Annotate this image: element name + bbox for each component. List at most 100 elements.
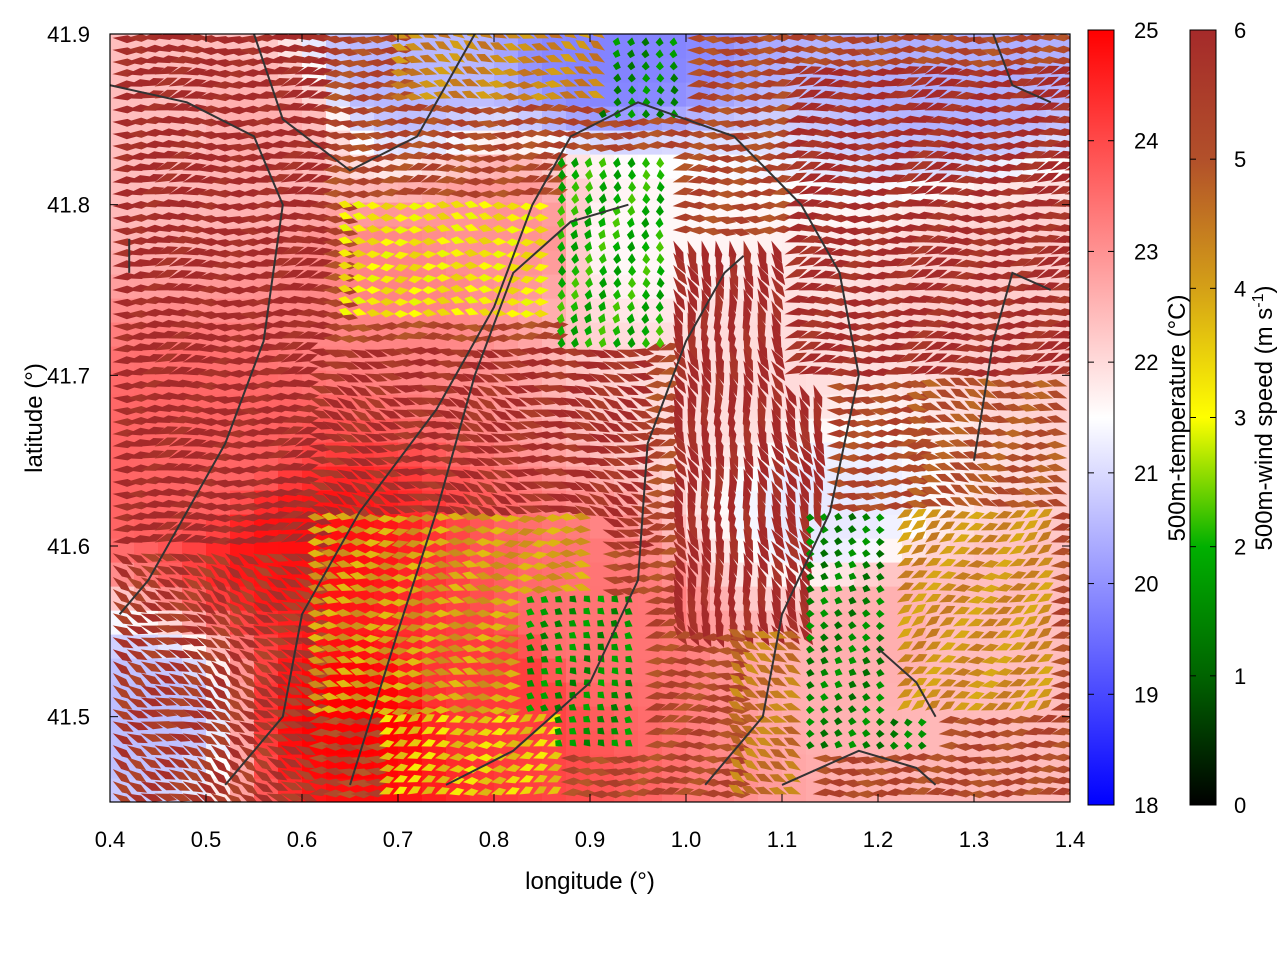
wind-arrow: [308, 258, 333, 267]
wind-arrow: [335, 621, 354, 630]
wind-arrow: [407, 738, 422, 747]
wind-arrow: [154, 161, 178, 171]
wind-arrow: [307, 538, 326, 546]
wind-arrow: [266, 781, 289, 791]
wind-arrow: [380, 263, 395, 272]
wind-arrow: [280, 426, 305, 435]
wind-arrow: [421, 726, 436, 735]
wind-arrow: [611, 595, 619, 603]
wind-arrow: [294, 733, 317, 742]
wind-arrow: [294, 162, 319, 171]
wind-arrow: [140, 257, 165, 267]
wind-arrow: [266, 697, 289, 707]
wind-arrow: [338, 273, 353, 282]
wind-arrow: [252, 697, 274, 708]
wind-arrow: [405, 635, 424, 644]
wind-arrow: [377, 646, 396, 655]
wind-arrow: [349, 693, 368, 701]
wind-arrow: [406, 174, 428, 183]
wind-arrow: [196, 565, 216, 579]
wind-arrow: [196, 781, 217, 795]
wind-arrow: [294, 637, 318, 646]
wind-arrow: [364, 481, 387, 493]
wind-arrow: [182, 438, 207, 447]
wind-arrow: [392, 493, 416, 502]
wind-arrow: [378, 752, 395, 761]
wind-arrow: [611, 655, 619, 663]
wind-arrow: [391, 528, 410, 536]
wind-arrow: [168, 437, 192, 447]
wind-arrow: [350, 385, 373, 397]
wind-arrow: [336, 583, 354, 592]
wind-arrow: [266, 769, 288, 781]
wind-arrow: [377, 514, 396, 523]
wind-arrow: [154, 150, 179, 159]
wind-arrow: [321, 633, 340, 642]
wind-arrow: [266, 437, 291, 447]
wind-arrow: [336, 421, 359, 433]
wind-arrow: [294, 757, 316, 769]
wind-arrow: [322, 385, 345, 396]
wind-arrow: [140, 649, 163, 659]
wind-arrow: [349, 644, 368, 653]
wind-arrow: [210, 553, 231, 567]
wind-arrow: [168, 366, 193, 375]
wind-arrow: [112, 781, 132, 795]
wind-arrow: [394, 214, 409, 222]
wind-arrow: [112, 625, 134, 636]
wind-arrow: [338, 236, 353, 245]
wind-arrow: [378, 481, 402, 491]
wind-arrow: [350, 349, 374, 359]
wind-arrow: [168, 745, 191, 756]
wind-arrow: [140, 625, 164, 634]
wind-arrow: [364, 361, 388, 370]
wind-arrow: [349, 633, 368, 642]
wind-arrow: [378, 493, 401, 503]
wind-arrow: [154, 577, 176, 588]
wind-arrow: [280, 781, 303, 791]
wind-arrow: [224, 721, 246, 734]
wind-arrow: [363, 597, 382, 606]
wind-arrow: [280, 533, 304, 543]
wind-arrow: [182, 523, 207, 531]
wind-arrow: [154, 77, 178, 87]
wind-arrow: [569, 679, 577, 687]
wind-arrow: [126, 577, 147, 591]
wind-arrow: [366, 274, 381, 283]
wind-arrow: [377, 539, 396, 548]
wind-arrow: [182, 673, 203, 687]
wind-arrow: [182, 721, 205, 731]
wind-arrow: [393, 775, 408, 783]
wind-arrow: [168, 589, 190, 601]
wind-arrow: [280, 613, 304, 622]
wind-arrow: [168, 637, 192, 646]
wind-arrow: [322, 667, 340, 675]
wind-arrow: [408, 225, 423, 234]
wind-arrow: [140, 697, 163, 707]
wind-arrow: [182, 781, 204, 793]
wind-arrow: [280, 521, 304, 531]
wind-arrow: [196, 553, 218, 565]
wind-arrow: [352, 296, 367, 305]
heatmap-cell: [902, 706, 927, 731]
wind-arrow: [140, 721, 164, 730]
wind-arrow: [363, 668, 382, 677]
wind-arrow: [266, 613, 289, 622]
wind-arrow: [336, 373, 359, 383]
wind-arrow: [294, 553, 317, 562]
wind-arrow: [308, 163, 333, 171]
wind-arrow: [336, 132, 359, 141]
wind-arrow: [266, 426, 291, 435]
wind-arrow: [597, 727, 605, 735]
wind-arrow: [393, 739, 409, 747]
wind-arrow: [407, 786, 421, 795]
wind-arrow: [294, 709, 318, 718]
wind-arrow: [583, 607, 591, 615]
wind-arrow: [126, 553, 148, 564]
wind-arrow: [266, 366, 291, 375]
wind-arrow: [112, 721, 134, 732]
wind-arrow: [168, 246, 193, 255]
wind-arrow: [154, 269, 178, 279]
wind-arrow: [394, 226, 409, 234]
wind-arrow: [140, 246, 165, 255]
